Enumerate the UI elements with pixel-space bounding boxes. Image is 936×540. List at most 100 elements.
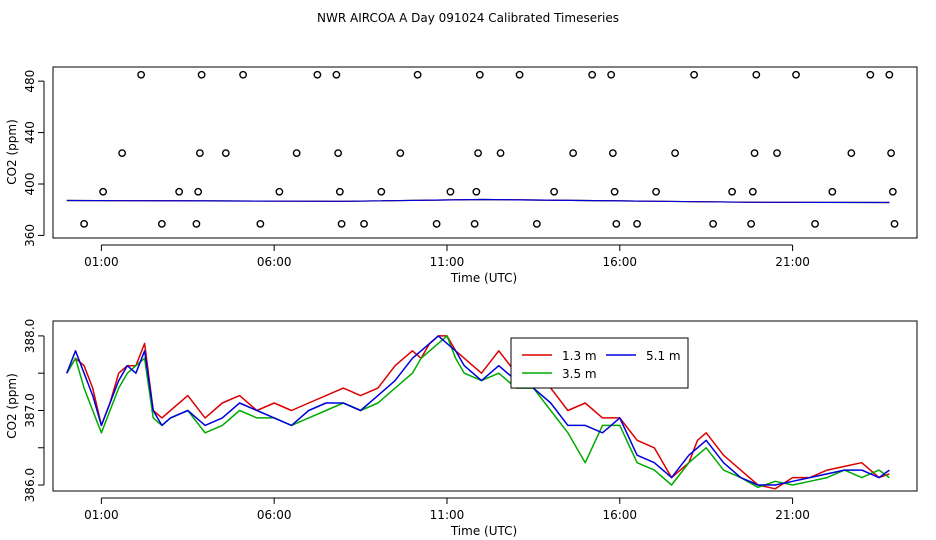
- scatter-point: [847, 149, 856, 158]
- scatter-point: [472, 187, 481, 196]
- bottom-y-axis-label: CO2 (ppm): [5, 373, 19, 439]
- scatter-point: [137, 70, 146, 79]
- scatter-point: [671, 149, 679, 158]
- scatter-point: [192, 219, 201, 228]
- bottom-y-axis: 386.0 387.0 388.0: [23, 319, 45, 502]
- bottom-data-marks: [66, 335, 890, 490]
- scatter-point: [157, 219, 166, 228]
- scatter-point: [474, 149, 482, 158]
- figure-title: NWR AIRCOA A Day 091024 Calibrated Times…: [317, 11, 619, 25]
- scatter-point: [377, 187, 386, 196]
- scatter-point: [811, 219, 819, 228]
- scatter-point: [748, 187, 757, 196]
- scatter-point: [750, 149, 759, 158]
- top-series-line-2: [66, 198, 890, 204]
- scatter-point: [496, 149, 505, 158]
- scatter-point: [275, 187, 284, 196]
- top-y-tick-label: 400: [23, 173, 37, 196]
- scatter-point: [470, 219, 479, 228]
- scatter-point: [607, 70, 616, 79]
- bottom-x-tick-label: 16:00: [602, 508, 637, 522]
- top-y-tick-label: 440: [23, 121, 37, 144]
- legend-label-3-5m: 3.5 m: [562, 367, 597, 381]
- scatter-point: [335, 187, 344, 196]
- top-x-axis: 01:00 06:00 11:00 16:00 21:00: [84, 244, 810, 269]
- scatter-point: [118, 149, 127, 158]
- legend: 1.3 m 5.1 m 3.5 m: [510, 337, 689, 389]
- scatter-point: [197, 70, 206, 79]
- top-x-tick-label: 21:00: [775, 255, 810, 269]
- bottom-x-tick-label: 01:00: [84, 508, 119, 522]
- top-scatter-panel: 01:00 06:00 11:00 16:00 21:00 360 400 440 480 T…: [5, 66, 918, 285]
- scatter-point: [728, 187, 737, 196]
- top-x-tick-label: 01:00: [84, 255, 119, 269]
- scatter-point: [515, 70, 524, 79]
- bottom-y-tick-label: 386.0: [23, 468, 37, 502]
- series-line-5-1-m: [66, 335, 890, 486]
- bottom-y-tick-label: 388.0: [23, 319, 37, 353]
- scatter-point: [292, 149, 301, 158]
- scatter-point: [569, 149, 578, 158]
- scatter-point: [334, 149, 343, 158]
- top-y-tick-label: 480: [23, 70, 37, 93]
- scatter-point: [475, 70, 484, 79]
- top-x-axis-label: Time (UTC): [450, 271, 517, 285]
- top-y-tick-label: 360: [23, 224, 37, 247]
- scatter-point: [239, 70, 247, 79]
- bottom-x-axis-label: Time (UTC): [450, 524, 517, 538]
- legend-box: [510, 337, 689, 389]
- bottom-line-panel: 01:00 06:00 11:00 16:00 21:00 386.0 387.0 388.…: [5, 319, 918, 538]
- bottom-y-tick-label: 387.0: [23, 393, 37, 427]
- scatter-point: [446, 187, 455, 196]
- scatter-point: [792, 70, 800, 79]
- scatter-point: [194, 187, 203, 196]
- scatter-point: [256, 219, 265, 228]
- scatter-point: [608, 149, 617, 158]
- legend-label-1-3m: 1.3 m: [562, 349, 597, 363]
- scatter-point: [747, 219, 756, 228]
- scatter-point: [885, 70, 894, 79]
- scatter-point: [432, 219, 441, 228]
- scatter-point: [828, 187, 837, 196]
- scatter-point: [550, 187, 559, 196]
- scatter-point: [332, 70, 341, 79]
- scatter-point: [313, 70, 322, 79]
- scatter-point: [99, 187, 108, 196]
- scatter-point: [690, 70, 698, 79]
- bottom-x-axis: 01:00 06:00 11:00 16:00 21:00: [84, 497, 810, 522]
- bottom-x-tick-label: 21:00: [775, 508, 810, 522]
- scatter-point: [80, 219, 89, 228]
- scatter-point: [709, 219, 717, 228]
- legend-label-5-1m: 5.1 m: [646, 349, 681, 363]
- top-plot-frame: [52, 66, 918, 239]
- scatter-point: [888, 187, 897, 196]
- top-x-tick-label: 16:00: [602, 255, 637, 269]
- bottom-x-tick-label: 11:00: [430, 508, 465, 522]
- scatter-point: [396, 149, 405, 158]
- top-x-tick-label: 11:00: [430, 255, 465, 269]
- scatter-point: [612, 219, 621, 228]
- scatter-point: [360, 219, 368, 228]
- scatter-point: [175, 187, 184, 196]
- scatter-point: [413, 70, 422, 79]
- scatter-point: [195, 149, 204, 158]
- scatter-point: [532, 219, 541, 228]
- top-data-marks: [66, 70, 899, 228]
- scatter-point: [652, 187, 660, 196]
- series-line-3-5-m: [66, 335, 890, 489]
- scatter-point: [221, 149, 230, 158]
- scatter-point: [887, 149, 895, 158]
- scatter-point: [866, 70, 875, 79]
- bottom-x-tick-label: 06:00: [257, 508, 292, 522]
- top-x-tick-label: 06:00: [257, 255, 292, 269]
- scatter-point: [890, 219, 899, 228]
- scatter-point: [588, 70, 597, 79]
- top-y-axis-label: CO2 (ppm): [5, 119, 19, 185]
- scatter-point: [337, 219, 346, 228]
- scatter-point: [773, 149, 781, 158]
- scatter-point: [633, 219, 641, 228]
- scatter-point: [752, 70, 761, 79]
- bottom-plot-frame: [52, 320, 918, 492]
